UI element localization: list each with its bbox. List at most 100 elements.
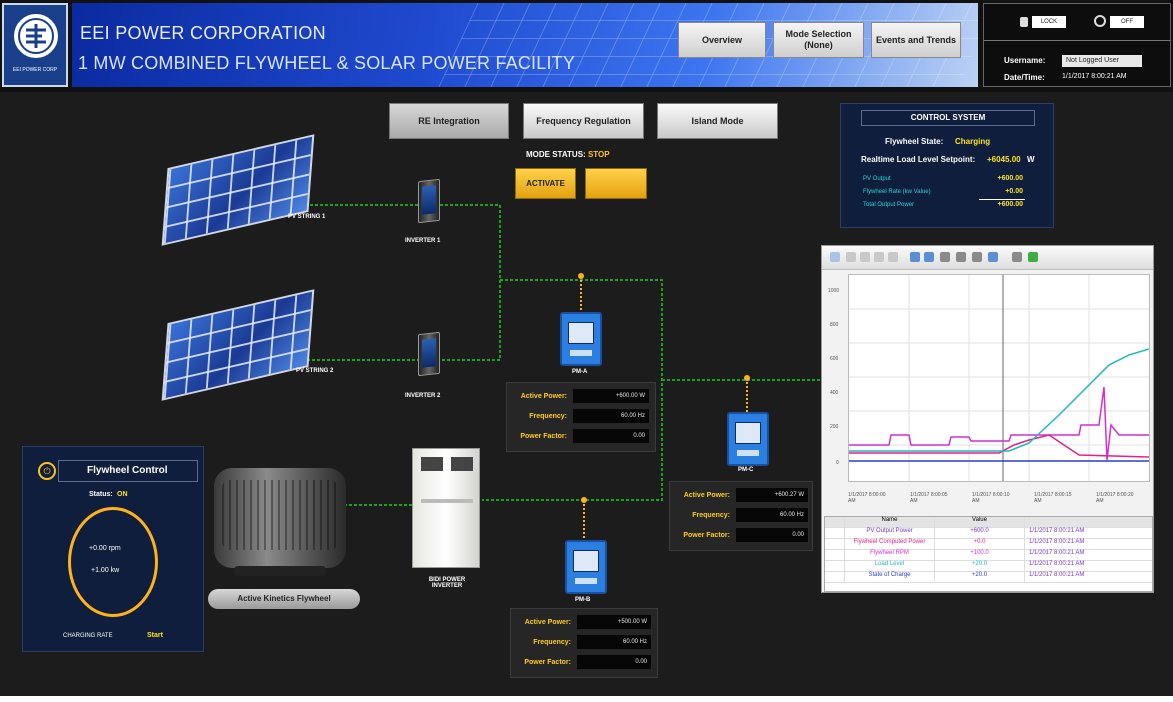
forward-icon[interactable] <box>860 252 870 262</box>
load-level-value[interactable]: +6045.00 <box>987 155 1021 164</box>
flywheel-status-value: ON <box>117 491 128 498</box>
company-logo: EEI POWER CORP <box>2 3 68 87</box>
end-icon[interactable] <box>888 252 898 262</box>
y-tick-400: 400 <box>830 390 839 396</box>
table-row[interactable]: State of Charge +20.0 1/1/2017 8:00:21 A… <box>825 572 1152 583</box>
load-level-unit: W <box>1027 155 1035 164</box>
save-icon[interactable] <box>1012 252 1022 262</box>
username-field[interactable]: Not Logged User <box>1062 55 1142 67</box>
table-row[interactable]: PV Output Power +600.0 1/1/2017 8:00:21 … <box>825 528 1152 539</box>
flywheel-reading-1: +0.00 rpm <box>89 545 121 552</box>
select-tool-icon[interactable] <box>830 252 840 262</box>
flywheel-control-title: Flywheel Control <box>58 460 198 482</box>
total-output-label: Total Output Power <box>863 202 915 208</box>
pan-icon[interactable] <box>924 252 934 262</box>
y-tick-0: 0 <box>836 460 839 466</box>
pm-c-label: PM-C <box>738 467 754 473</box>
re-integration-button[interactable]: RE Integration <box>389 103 509 139</box>
grid-2-icon[interactable] <box>956 252 966 262</box>
back-icon[interactable] <box>846 252 856 262</box>
table-header: Name Value <box>825 517 1152 528</box>
row-value: +100.0 <box>935 550 1025 560</box>
control-system-panel: CONTROL SYSTEM Flywheel State: Charging … <box>840 103 1054 228</box>
x-tick-4: 1/1/2017 8:00:15 AM <box>1034 492 1072 504</box>
pm-c-power-factor-value: 0.00 <box>736 528 808 542</box>
load-level-label: Realtime Load Level Setpoint: <box>861 155 976 164</box>
pm-c-readout: Active Power: +600.27 W Frequency: 60.00… <box>669 481 813 551</box>
mode-status-value: STOP <box>587 150 610 159</box>
table-row[interactable]: Load Level +20.0 1/1/2017 8:00:21 AM <box>825 561 1152 572</box>
flywheel-rate-value: +0.00 <box>1005 188 1023 195</box>
table-row[interactable]: Flywheel RPM +100.0 1/1/2017 8:00:21 AM <box>825 550 1152 561</box>
lock-icon[interactable] <box>1020 17 1028 27</box>
mode-status-label: MODE STATUS: <box>526 150 586 159</box>
datetime-value: 1/1/2017 8:00:21 AM <box>1062 73 1127 80</box>
row-name: Load Level <box>845 561 935 571</box>
power-icon[interactable] <box>1094 15 1106 27</box>
inverter-2-icon[interactable] <box>418 331 440 377</box>
charging-rate-value[interactable]: Start <box>147 632 163 639</box>
logo-emblem-icon <box>11 11 61 61</box>
pm-b-power-factor-label: Power Factor: <box>524 659 571 666</box>
mode-selection-button[interactable]: Mode Selection (None) <box>773 22 864 58</box>
export-icon[interactable] <box>1028 252 1038 262</box>
inverter-1-icon[interactable] <box>418 178 440 224</box>
undo-icon[interactable] <box>972 252 982 262</box>
pm-b-active-power-label: Active Power: <box>524 619 571 626</box>
pm-c-frequency-value: 60.00 Hz <box>736 508 808 522</box>
row-name: State of Charge <box>845 572 935 582</box>
mode-selection-sublabel: (None) <box>804 40 833 50</box>
flywheel-machine-icon[interactable] <box>214 458 346 576</box>
inverter-2-label: INVERTER 2 <box>405 393 441 399</box>
x-tick-1: 1/1/2017 8:00:00 AM <box>848 492 886 504</box>
pm-c-active-power-value: +600.27 W <box>736 488 808 502</box>
row-name: Flywheel Computed Power <box>845 539 935 549</box>
trend-plot[interactable] <box>848 274 1150 482</box>
x-tick-2: 1/1/2017 8:00:05 AM <box>910 492 948 504</box>
pv-string-2-label: PV STRING 2 <box>296 368 334 374</box>
pm-b-frequency-value: 60.00 Hz <box>577 635 651 649</box>
control-system-title: CONTROL SYSTEM <box>861 110 1035 126</box>
refresh-icon[interactable] <box>988 252 998 262</box>
pm-a-active-power-value: +600.00 W <box>573 389 649 403</box>
pm-c-frequency-label: Frequency: <box>692 512 730 519</box>
grid-icon[interactable] <box>940 252 950 262</box>
pm-a-label: PM-A <box>572 369 588 375</box>
pm-a-frequency-label: Frequency: <box>529 413 567 420</box>
pv-output-label: PV Output <box>863 176 891 182</box>
column-value[interactable]: Value <box>935 517 1025 527</box>
flywheel-rate-label: Flywheel Rate (kw Value) <box>863 189 931 195</box>
mode-status: MODE STATUS: STOP <box>526 150 610 159</box>
power-toggle-icon[interactable]: ⏻ <box>38 462 56 480</box>
stop-button[interactable] <box>585 168 647 199</box>
bidir-inverter-label: BIDI POWER INVERTER <box>428 577 466 589</box>
power-meter-b-icon[interactable] <box>565 540 607 594</box>
power-meter-c-icon[interactable] <box>727 412 769 466</box>
pm-b-power-factor-value: 0.00 <box>577 655 651 669</box>
frequency-regulation-button[interactable]: Frequency Regulation <box>523 103 644 139</box>
pm-a-power-factor-label: Power Factor: <box>520 433 567 440</box>
row-value: +20.0 <box>935 572 1025 582</box>
pm-a-readout: Active Power: +600.00 W Frequency: 60.00… <box>506 382 656 452</box>
island-mode-button[interactable]: Island Mode <box>657 103 778 139</box>
row-name: Flywheel RPM <box>845 550 935 560</box>
start-icon[interactable] <box>874 252 884 262</box>
overview-button[interactable]: Overview <box>678 22 766 58</box>
y-tick-200: 200 <box>830 424 839 430</box>
trend-lines <box>849 275 1150 481</box>
row-time: 1/1/2017 8:00:21 AM <box>1029 572 1085 578</box>
flywheel-gauge <box>68 507 158 617</box>
events-trends-button[interactable]: Events and Trends <box>871 22 961 58</box>
header-bar: EEI POWER CORP EEI POWER CORPORATION 1 M… <box>0 0 1173 92</box>
table-row[interactable]: Flywheel Computed Power +0.0 1/1/2017 8:… <box>825 539 1152 550</box>
column-name[interactable]: Name <box>845 517 935 527</box>
zoom-icon[interactable] <box>910 252 920 262</box>
power-meter-a-icon[interactable] <box>560 312 602 366</box>
row-time: 1/1/2017 8:00:21 AM <box>1029 528 1085 534</box>
pm-b-active-power-value: +500.00 W <box>577 615 651 629</box>
flywheel-status-label: Status: <box>89 491 113 498</box>
bidirectional-inverter-icon[interactable] <box>412 448 480 568</box>
flywheel-reading-2: +1.00 kw <box>91 567 120 574</box>
logo-caption: EEI POWER CORP <box>12 67 58 73</box>
activate-button[interactable]: ACTIVATE <box>515 168 576 199</box>
